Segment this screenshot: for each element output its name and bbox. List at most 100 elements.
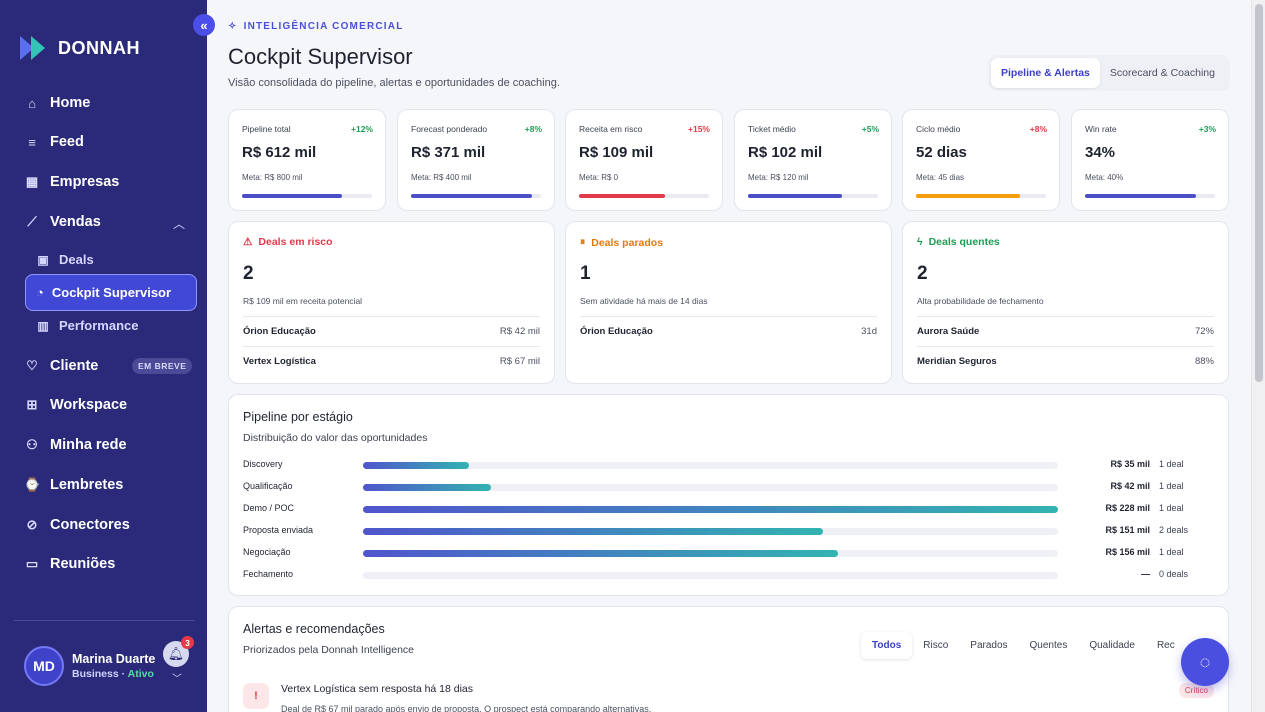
sidebar-item-home[interactable]: ⌂ Home (24, 95, 90, 111)
kpi-progress-bar (242, 194, 372, 198)
kpi-card: Win rate +3% 34% Meta: 40% (1071, 109, 1229, 211)
kpi-target: Meta: R$ 400 mil (411, 173, 472, 182)
kpi-card: Pipeline total +12% R$ 612 mil Meta: R$ … (228, 109, 386, 211)
pipeline-stage-row: Proposta enviada R$ 151 mil 2 deals (243, 523, 1214, 539)
stage-bar-track (363, 462, 1058, 469)
sidebar-item-label: Vendas (50, 214, 101, 230)
scrollbar-thumb[interactable] (1255, 4, 1263, 382)
stage-bar-track (363, 572, 1058, 579)
tab-parados[interactable]: Parados (970, 640, 1008, 651)
stage-bar-fill (363, 550, 839, 557)
status-icon: ⚠ (243, 236, 253, 248)
collapse-sidebar-button[interactable]: « (193, 14, 215, 36)
deal-name: Vertex Logística (243, 356, 316, 367)
brand-name: DONNAH (58, 37, 140, 58)
sidebar-item-feed[interactable]: ≡ Feed (24, 134, 84, 150)
alert-filter-tabs: Todos Risco Parados Quentes Qualidade Re… (861, 632, 1186, 659)
chevron-up-icon[interactable]: ︿ (172, 217, 185, 231)
building-icon: ▦ (25, 174, 39, 189)
sidebar-item-reunioes[interactable]: ▭ Reuniões (24, 556, 115, 572)
kpi-target: Meta: 45 dias (916, 173, 965, 182)
stage-label: Demo / POC (243, 503, 295, 513)
deal-row[interactable]: Órion Educação R$ 42 mil (243, 316, 540, 346)
kpi-progress-bar (1085, 194, 1215, 198)
stage-bar-track (363, 484, 1058, 491)
alerts-title: Alertas e recomendações (243, 622, 385, 636)
stage-label: Proposta enviada (243, 525, 314, 535)
sidebar-item-workspace[interactable]: ⊞ Workspace (24, 397, 128, 413)
kpi-progress-bar (411, 194, 541, 198)
stage-label: Discovery (243, 459, 283, 469)
deal-row[interactable]: Aurora Saúde 72% (917, 316, 1214, 346)
alert-description: Deal de R$ 67 mil parado após envio de p… (281, 704, 652, 712)
stage-bar-track (363, 506, 1058, 513)
user-profile[interactable]: MD Marina Duarte Business · Ativo (24, 646, 155, 686)
stage-bar-fill (363, 484, 491, 491)
tab-scorecard-coaching[interactable]: Scorecard & Coaching (1109, 67, 1215, 79)
eyebrow: ✧ INTELIGÊNCIA COMERCIAL (228, 21, 404, 32)
pipeline-title: Pipeline por estágio (243, 410, 353, 424)
deal-summary-card[interactable]: ϟ Deals quentes 2 Alta probabilidade de … (902, 221, 1229, 384)
tab-qualidade[interactable]: Qualidade (1089, 640, 1135, 651)
brand-logo[interactable]: DONNAH (20, 36, 140, 60)
sidebar-subitem-cockpit-supervisor[interactable]: ◔ Cockpit Supervisor (25, 274, 197, 311)
people-icon: ⚇ (26, 437, 38, 452)
sidebar-item-minha-rede[interactable]: ⚇ Minha rede (24, 437, 126, 453)
alert-title[interactable]: Vertex Logística sem resposta há 18 dias (281, 683, 474, 695)
pipeline-subtitle: Distribuição do valor das oportunidades (243, 432, 428, 444)
deal-summary-card[interactable]: ⏸ Deals parados 1 Sem atividade há mais … (565, 221, 892, 384)
kpi-progress-fill (1085, 194, 1196, 198)
sidebar-item-conectores[interactable]: ⊘ Conectores (24, 517, 130, 533)
chevron-down-icon[interactable]: ﹀ (172, 674, 182, 685)
alerts-card: Alertas e recomendações Priorizados pela… (228, 606, 1229, 712)
chat-icon: ◌ (1199, 651, 1211, 672)
sidebar-item-label: Cliente (50, 358, 99, 374)
sidebar-item-cliente[interactable]: ♡ Cliente (24, 358, 98, 374)
tab-pipeline-alertas[interactable]: Pipeline & Alertas (991, 58, 1100, 88)
tab-recomendacoes[interactable]: Rec (1156, 640, 1175, 651)
stage-amount: R$ 228 mil (1105, 503, 1150, 513)
kpi-label: Pipeline total (242, 124, 291, 134)
deal-row[interactable]: Meridian Seguros 88% (917, 346, 1214, 376)
sidebar-subitem-deals[interactable]: ▣ Deals (36, 252, 93, 267)
kpi-value: R$ 109 mil (579, 144, 654, 161)
stage-count: 1 deal (1159, 459, 1184, 469)
deal-card-title: Deals parados (591, 236, 664, 249)
deal-name: Aurora Saúde (917, 326, 980, 337)
page-title: Cockpit Supervisor (228, 44, 413, 69)
kpi-progress-bar (916, 194, 1046, 198)
sidebar-item-empresas[interactable]: ▦ Empresas (24, 174, 119, 190)
deal-summary-card[interactable]: ⚠ Deals em risco 2 R$ 109 mil em receita… (228, 221, 555, 384)
stage-label: Negociação (243, 547, 291, 557)
kpi-delta: +5% (861, 124, 879, 134)
alert-icon: ! (243, 683, 269, 709)
pipeline-stage-row: Fechamento — 0 deals (243, 567, 1214, 583)
feed-icon: ≡ (28, 134, 36, 150)
deal-card-description: Alta probabilidade de fechamento (917, 296, 1044, 306)
chart-line-icon: ⟋ (27, 214, 37, 229)
deal-row[interactable]: Vertex Logística R$ 67 mil (243, 346, 540, 376)
grid-icon: ⊞ (26, 397, 38, 412)
home-icon: ⌂ (28, 95, 36, 111)
kpi-label: Ciclo médio (916, 124, 961, 134)
kpi-label: Win rate (1085, 124, 1117, 134)
sidebar-subitem-performance[interactable]: ▥ Performance (36, 318, 138, 333)
sidebar-item-label: Home (50, 95, 91, 111)
stage-count: 1 deal (1159, 547, 1184, 557)
deal-row[interactable]: Órion Educação 31d (580, 316, 877, 346)
stage-label: Qualificação (243, 481, 293, 491)
tab-risco[interactable]: Risco (923, 640, 949, 651)
tab-quentes[interactable]: Quentes (1029, 640, 1068, 651)
scrollbar[interactable] (1251, 0, 1265, 712)
sidebar-subitem-label: Cockpit Supervisor (51, 285, 172, 300)
sidebar-item-lembretes[interactable]: ⌚ Lembretes (24, 477, 123, 493)
link-icon: ⊘ (26, 517, 38, 532)
tab-todos[interactable]: Todos (861, 632, 913, 659)
sidebar-item-label: Workspace (50, 397, 128, 413)
view-switcher: Pipeline & Alertas Scorecard & Coaching (988, 55, 1230, 91)
kpi-delta: +3% (1198, 124, 1216, 134)
kpi-progress-fill (748, 194, 842, 198)
sidebar-item-vendas[interactable]: ⟋ Vendas (24, 214, 101, 230)
eyebrow-label: INTELIGÊNCIA COMERCIAL (243, 21, 404, 32)
chat-assistant-button[interactable]: ◌ (1181, 638, 1229, 686)
